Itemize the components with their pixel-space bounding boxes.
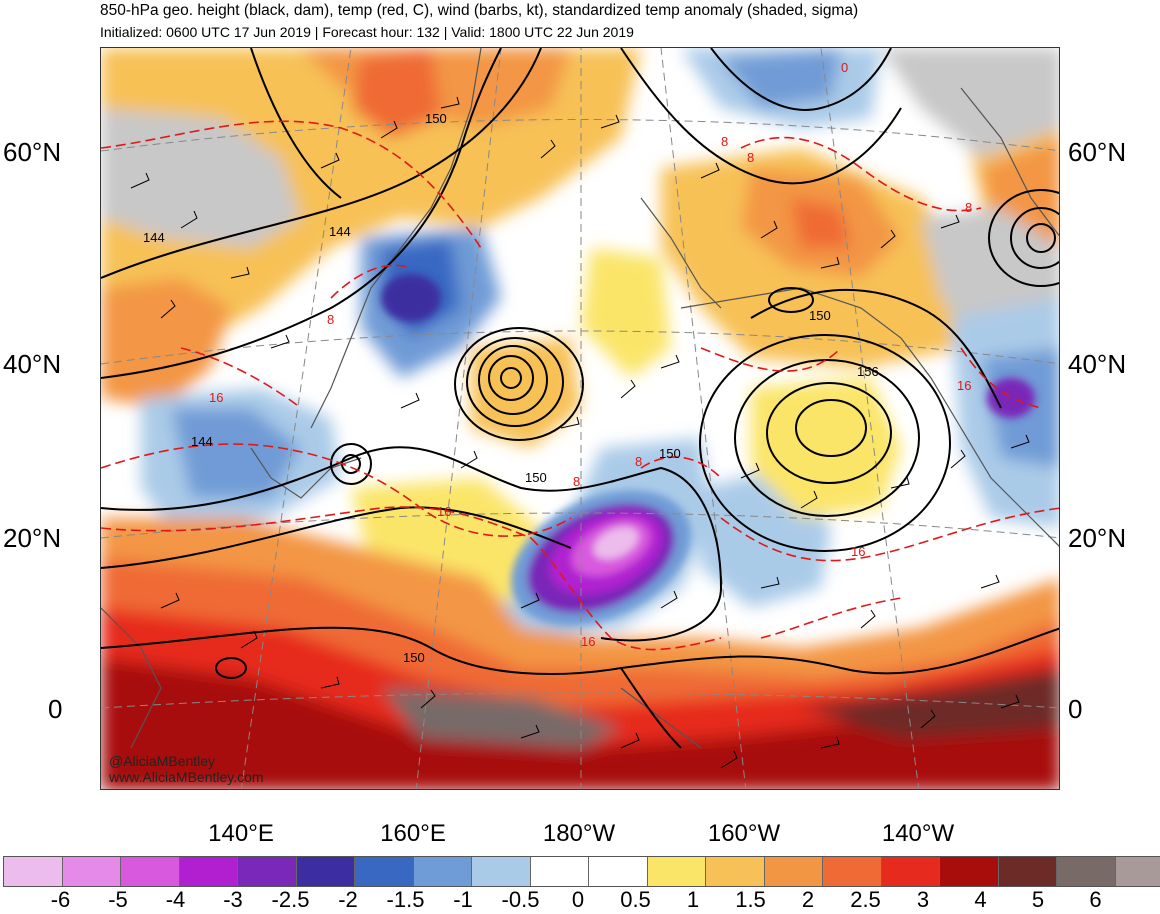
graticule: [101, 48, 1059, 789]
colorbar-swatch: [179, 857, 238, 886]
colorbar-swatch: [62, 857, 121, 886]
colorbar-swatch: [1057, 857, 1116, 886]
cold-anomaly-core: [381, 274, 1035, 626]
colorbar-swatch: [238, 857, 297, 886]
temp-label: 8: [747, 150, 754, 165]
colorbar-tick-label: -3: [223, 887, 243, 912]
temp-label: 8: [721, 134, 728, 149]
colorbar-tick-label: -0.5: [501, 887, 540, 912]
height-label: 150: [659, 446, 681, 461]
lat-label-right: 60°N: [1068, 137, 1127, 167]
map-subtitle: Initialized: 0600 UTC 17 Jun 2019 | Fore…: [100, 24, 634, 40]
colorbar-swatch: [647, 857, 706, 886]
lat-label-right: 40°N: [1068, 349, 1127, 379]
height-contours: [101, 48, 1059, 749]
temp-label: 16: [437, 504, 451, 519]
colorbar-swatch: [530, 857, 589, 886]
temp-label: 8: [965, 200, 972, 215]
colorbar-tick-label: 2.5: [850, 887, 881, 912]
colorbar-swatch: [296, 857, 355, 886]
height-label: 150: [525, 470, 547, 485]
watermark-handle: @AliciaMBentley: [109, 753, 216, 769]
lat-label-right: 20°N: [1068, 523, 1127, 553]
watermark-site: www.AliciaMBentley.com: [109, 769, 264, 785]
anomaly-colorbar: [3, 856, 1160, 887]
colorbar-swatch: [706, 857, 765, 886]
colorbar-swatch: [998, 857, 1057, 886]
colorbar-swatch: [121, 857, 180, 886]
colorbar-tick-label: 1: [686, 887, 700, 912]
lon-label: 180°W: [542, 820, 616, 847]
colorbar-tick-label: -1: [453, 887, 473, 912]
height-label: 150: [403, 650, 425, 665]
temp-label: 16: [209, 390, 223, 405]
temp-label: 16: [957, 378, 971, 393]
wind-barbs: [130, 96, 1030, 769]
temp-contours: [101, 120, 1059, 651]
temp-label: 8: [327, 312, 334, 327]
temp-label: 16: [851, 544, 865, 559]
colorbar-tick-label: -6: [50, 887, 71, 912]
forecast-map: 150 144 144 150 150 156 150 150 144 8 8 …: [100, 47, 1060, 790]
lat-label-left: 0: [48, 694, 63, 724]
lat-label-left: 60°N: [3, 137, 62, 167]
colorbar-tick-label: -1.5: [386, 887, 425, 912]
colorbar-tick-label: 0: [571, 887, 585, 912]
height-label: 150: [425, 111, 447, 126]
lon-label: 160°W: [707, 820, 781, 847]
colorbar-tick-label: 3: [916, 887, 930, 912]
colorbar-swatch: [940, 857, 999, 886]
height-label: 144: [191, 434, 213, 449]
colorbar-swatch: [589, 857, 648, 886]
map-canvas: 150 144 144 150 150 156 150 150 144 8 8 …: [101, 48, 1059, 789]
temp-labels: 8 8 8 16 8 16 16 8 16 8 16 0: [209, 60, 972, 649]
height-label: 150: [809, 308, 831, 323]
lon-label: 140°W: [881, 820, 955, 847]
colorbar-tick-label: 4: [974, 887, 987, 912]
map-title: 850-hPa geo. height (black, dam), temp (…: [100, 2, 859, 19]
height-label: 144: [143, 230, 165, 245]
height-label: 144: [329, 224, 351, 239]
height-label: 156: [857, 364, 879, 379]
lat-label-left: 40°N: [3, 349, 62, 379]
contour-labels: 150 144 144 150 150 156 150 150 144: [143, 111, 879, 665]
temp-label: 16: [581, 634, 595, 649]
colorbar-swatch: [472, 857, 531, 886]
colorbar-tick-label: -2: [338, 887, 358, 912]
colorbar-swatch: [413, 857, 472, 886]
colorbar-tick-label: 0.5: [620, 887, 651, 912]
colorbar-tick-label: 5: [1031, 887, 1045, 912]
colorbar-swatch: [355, 857, 414, 886]
colorbar-tick-label: 6: [1089, 887, 1102, 912]
coastlines: [101, 48, 1059, 749]
lon-label: 140°E: [208, 820, 274, 847]
temp-label: 8: [573, 474, 580, 489]
lon-label: 160°E: [380, 820, 446, 847]
colorbar-tick-label: -5: [108, 887, 128, 912]
colorbar-tick-label: 2: [801, 887, 815, 912]
lat-label-right: 0: [1068, 694, 1083, 724]
temp-label: 8: [635, 454, 642, 469]
lat-label-left: 20°N: [3, 523, 62, 553]
colorbar-swatch: [764, 857, 823, 886]
colorbar-swatch: [823, 857, 882, 886]
colorbar-tick-label: -2.5: [271, 887, 310, 912]
colorbar-swatch: [881, 857, 940, 886]
temp-label: 0: [841, 60, 848, 75]
colorbar-tick-label: -4: [165, 887, 186, 912]
colorbar-swatch: [1115, 857, 1160, 886]
colorbar-swatch: [4, 857, 63, 886]
colorbar-tick-label: 1.5: [735, 887, 766, 912]
